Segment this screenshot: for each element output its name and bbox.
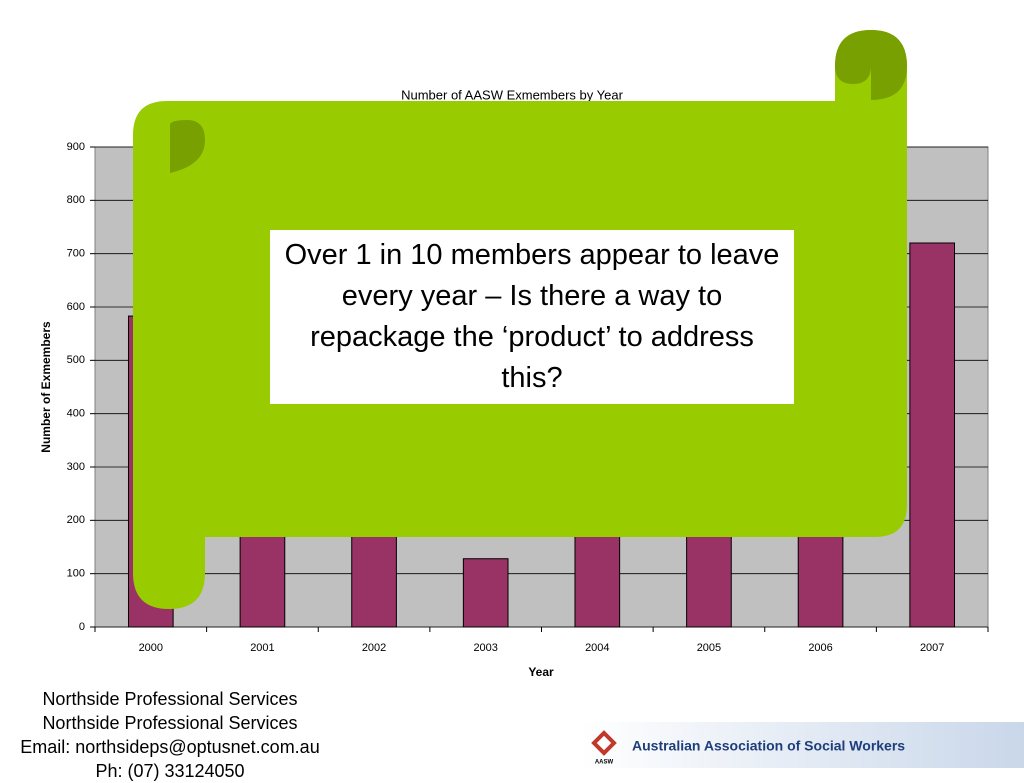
y-tick-label: 700 (67, 248, 85, 260)
y-tick-label: 200 (67, 514, 85, 526)
y-tick-label: 400 (67, 408, 85, 420)
x-tick-label: 2003 (473, 642, 497, 654)
logo-name: Australian Association of Social Workers (632, 738, 905, 754)
y-axis-label: Number of Exmembers (39, 321, 53, 453)
x-tick-label: 2002 (362, 642, 386, 654)
footer-line: Ph: (07) 33124050 (95, 761, 245, 781)
footer-line: Northside Professional Services (42, 713, 298, 733)
y-tick-label: 300 (67, 461, 85, 473)
x-tick-label: 2004 (585, 642, 609, 654)
chart-title: Number of AASW Exmembers by Year (401, 87, 623, 102)
logo-icon (591, 730, 617, 756)
y-tick-label: 500 (67, 354, 85, 366)
x-axis-label: Year (528, 665, 554, 679)
footer: Northside Professional Services Northsid… (0, 687, 340, 783)
y-tick-label: 600 (67, 301, 85, 313)
x-tick-label: 2006 (808, 642, 832, 654)
scroll-curl (170, 120, 205, 173)
footer-line: Northside Professional Services (42, 689, 298, 709)
x-tick-label: 2001 (250, 642, 274, 654)
callout: Over 1 in 10 members appear to leave eve… (270, 230, 794, 404)
bar (462, 558, 509, 628)
logo-band (580, 722, 1024, 768)
y-tick-label: 900 (67, 141, 85, 153)
x-tick-label: 2007 (920, 642, 944, 654)
y-tick-label: 0 (79, 621, 85, 633)
y-tick-label: 100 (67, 568, 85, 580)
y-tick-label: 800 (67, 194, 85, 206)
x-tick-label: 2000 (139, 642, 163, 654)
scroll-curl (835, 30, 907, 100)
logo-abbr: AASW (595, 760, 614, 766)
footer-line: Email: northsideps@optusnet.com.au (20, 737, 320, 757)
x-tick-label: 2005 (697, 642, 721, 654)
bar (909, 242, 956, 628)
